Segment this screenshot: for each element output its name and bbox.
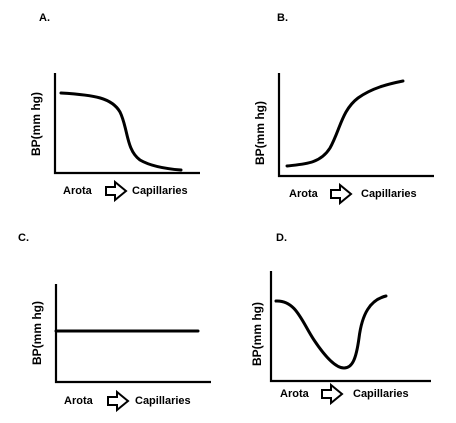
panel-b-x-label-to: Capillaries (361, 188, 417, 200)
panel-a-x-label-to: Capillaries (132, 185, 188, 197)
panel-b: B. BP(mm hg) Arota Capillaries (253, 12, 434, 206)
panel-b-arrow-icon (330, 182, 353, 206)
panel-b-axes (277, 73, 434, 178)
panel-d-x-label-from: Arota (280, 388, 310, 400)
panel-c-x-label-from: Arota (64, 395, 94, 407)
panel-a-x-label-from: Arota (63, 185, 93, 197)
panel-d-axes (269, 271, 431, 383)
panel-d-arrow-icon (321, 382, 344, 406)
panel-c-arrow-icon (107, 389, 130, 413)
panel-a: A. BP(mm hg) Arota Capillaries (29, 12, 200, 203)
panel-c-x-label-to: Capillaries (135, 395, 191, 407)
panel-c-letter: C. (18, 232, 29, 244)
panel-d-x-label-to: Capillaries (353, 388, 409, 400)
panel-a-y-axis-label: BP(mm hg) (29, 92, 43, 156)
panel-a-arrow-icon (105, 179, 128, 203)
panel-b-x-label-from: Arota (289, 188, 319, 200)
panel-a-curve (59, 91, 183, 172)
panel-a-axes (53, 73, 200, 175)
panel-b-y-axis-label: BP(mm hg) (253, 101, 267, 165)
panel-c-y-axis-label: BP(mm hg) (30, 301, 44, 365)
panel-a-letter: A. (39, 12, 50, 24)
panel-c-axes (54, 284, 211, 384)
panel-b-letter: B. (277, 12, 288, 24)
panel-c: C. BP(mm hg) Arota Capillaries (18, 232, 211, 413)
panel-b-curve (285, 79, 405, 168)
panel-d-curve (274, 294, 388, 370)
panel-d-y-axis-label: BP(mm hg) (250, 302, 264, 366)
panel-d-letter: D. (276, 232, 287, 244)
panel-d: D. BP(mm hg) Arota Capillaries (250, 232, 431, 406)
